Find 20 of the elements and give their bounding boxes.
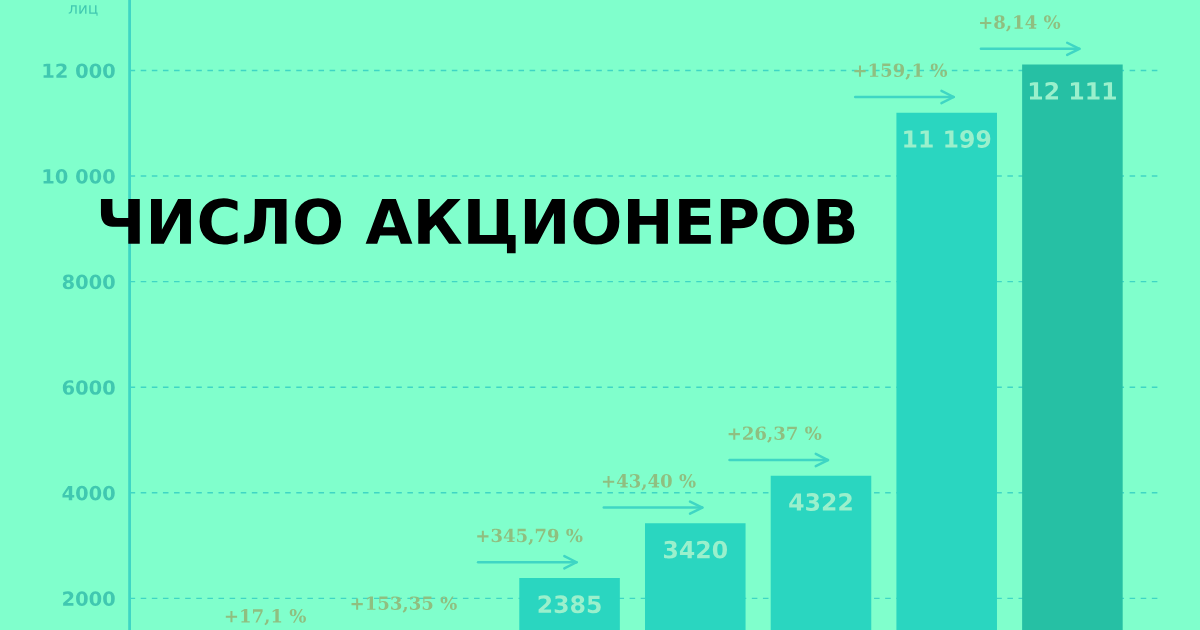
annotation: +153,35 % <box>351 596 457 613</box>
annotation: +26,37 % <box>728 426 822 443</box>
y-axis-title: лиц <box>68 5 98 16</box>
y-tick-label: 12 000 <box>43 63 115 79</box>
annotation: +159,1 % <box>854 63 948 80</box>
data-label: 3420 <box>664 540 728 559</box>
y-tick-label: 4000 <box>62 485 115 501</box>
data-label: 2385 <box>538 595 601 614</box>
y-tick-label: 10 000 <box>43 169 115 184</box>
annotation: +345,79 % <box>477 528 583 546</box>
data-label: 12 111 <box>1029 81 1116 100</box>
annotation: +17,1 % <box>225 608 306 626</box>
data-label: 11 199 <box>904 130 991 148</box>
y-tick-label: 8000 <box>62 274 115 290</box>
annotation: +43,40 % <box>602 474 696 491</box>
y-tick-label: 2000 <box>63 591 115 606</box>
data-label: 4322 <box>789 493 852 511</box>
text: ЧИСЛО АКЦИОНЕРОВ <box>100 198 855 254</box>
y-tick-label: 6000 <box>62 380 115 395</box>
annotation: +8,14 % <box>980 15 1061 32</box>
